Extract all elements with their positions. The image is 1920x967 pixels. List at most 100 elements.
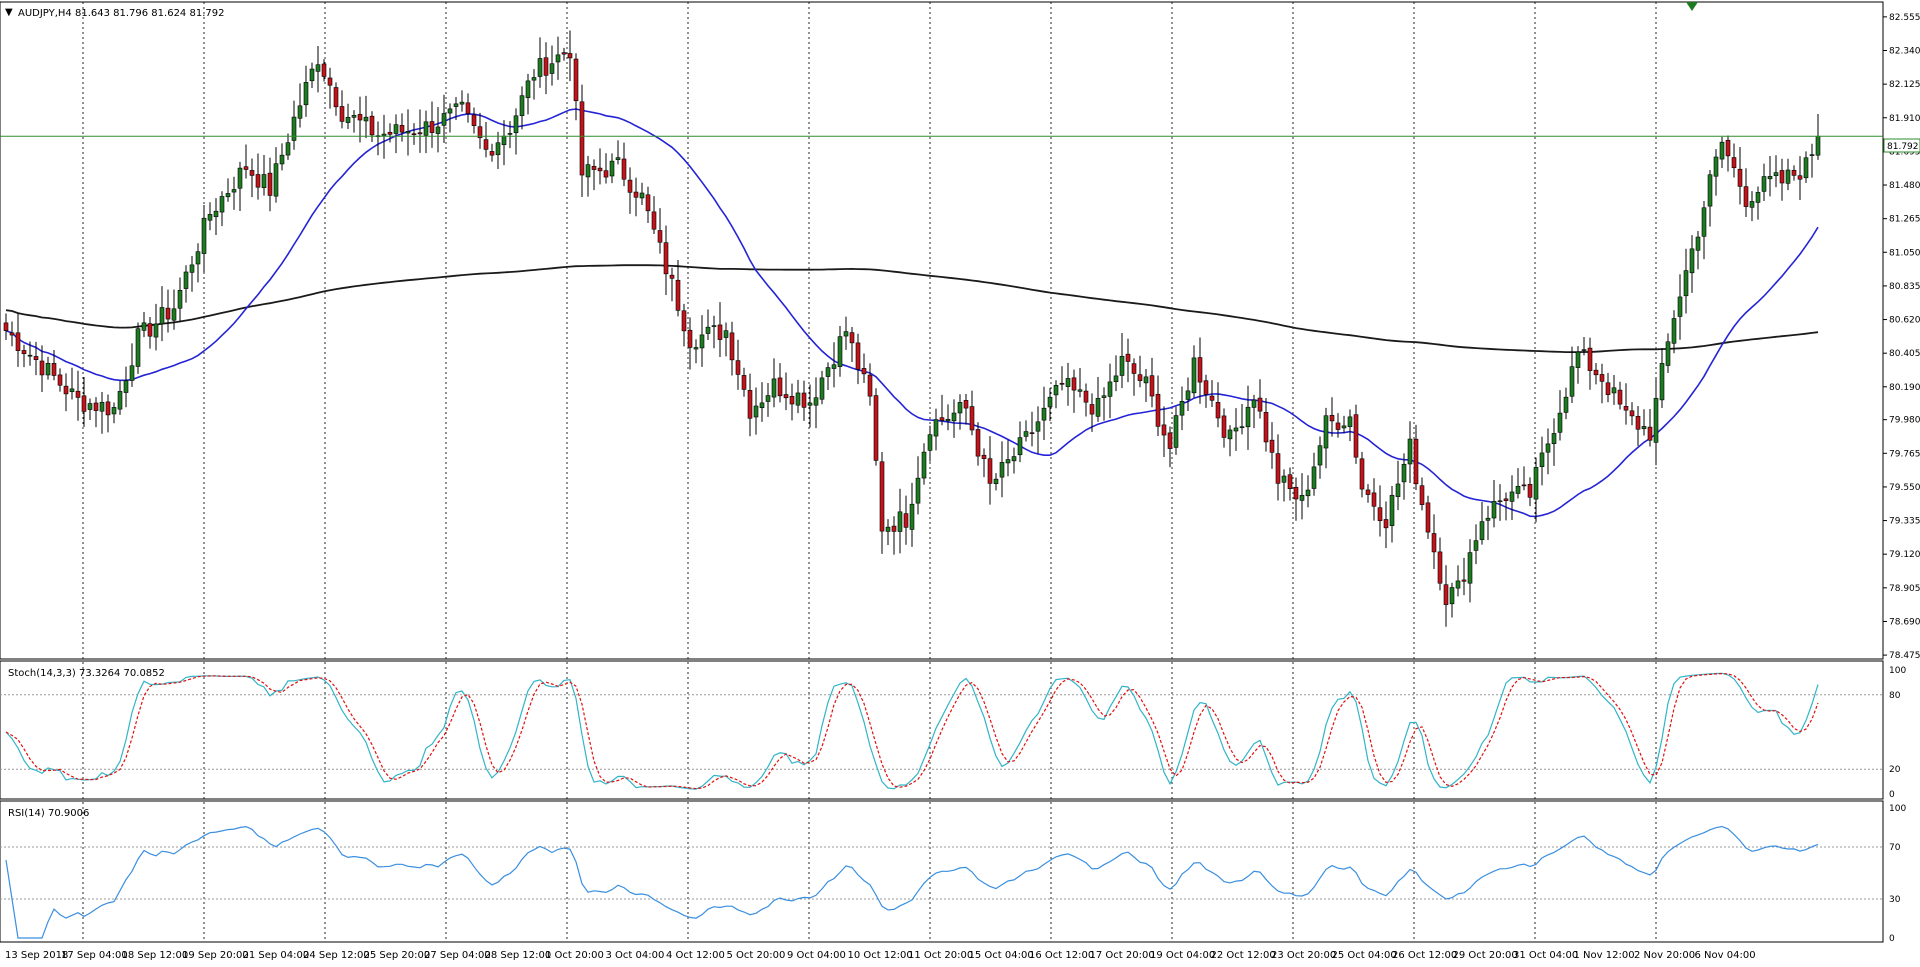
candle-body [1395, 483, 1401, 497]
candle-body [1707, 174, 1713, 207]
candle-body [1311, 466, 1317, 489]
time-tick-label: 25 Oct 04:00 [1332, 950, 1397, 961]
main-panel[interactable] [0, 1, 1884, 660]
candle-body [1575, 351, 1581, 368]
stoch-level-label: 20 [1889, 765, 1901, 775]
price-tick-label: 81.265 [1889, 215, 1920, 225]
candle-body [1149, 375, 1155, 397]
candle-body [1029, 432, 1035, 434]
candle-body [951, 412, 957, 422]
time-tick-label: 28 Sep 12:00 [485, 950, 552, 961]
candle-body [1227, 429, 1233, 440]
price-axis: 82.55582.34082.12581.91081.69581.48081.2… [1883, 13, 1920, 661]
price-tick-label: 81.050 [1889, 248, 1920, 258]
price-tick-label: 81.910 [1889, 114, 1920, 124]
candle-body [1767, 176, 1773, 180]
candle-body [69, 388, 75, 393]
candle-body [1695, 236, 1701, 251]
candle-body [1617, 389, 1623, 405]
candle-body [1743, 186, 1749, 207]
slow-ma-line [5, 264, 1819, 353]
candle-body [1677, 296, 1683, 317]
candle-body [477, 126, 483, 139]
rsi-header: RSI(14) 70.9006 [8, 808, 89, 819]
time-tick-label: 23 Oct 20:00 [1271, 950, 1336, 961]
candle-body [1197, 357, 1203, 383]
candle-body [975, 429, 981, 457]
candle-body [879, 461, 885, 532]
candle-body [849, 332, 855, 344]
candle-body [141, 322, 147, 331]
candle-body [1143, 376, 1149, 384]
price-tick-label: 82.125 [1889, 80, 1920, 90]
candle-body [1749, 201, 1755, 208]
candle-body [837, 336, 843, 367]
candle-body [1353, 414, 1359, 458]
candle-body [171, 308, 177, 321]
candle-body [57, 374, 63, 386]
candle-body [1815, 135, 1821, 156]
candle-body [1515, 485, 1521, 494]
candle-body [297, 105, 303, 119]
candle-body [1065, 378, 1071, 387]
candle-body [159, 307, 165, 325]
candle-body [1713, 156, 1719, 177]
time-tick-label: 17 Sep 04:00 [61, 950, 128, 961]
stochastic-lines [5, 672, 1819, 790]
candle-body [195, 251, 201, 265]
candle-body [1593, 369, 1599, 376]
stoch-main-line [5, 672, 1819, 790]
candle-body [1083, 390, 1089, 403]
candle-body [1605, 382, 1611, 395]
candle-body [1761, 176, 1767, 192]
fast-moving-average [5, 108, 1819, 518]
candle-body [1467, 552, 1473, 584]
candle-body [1281, 475, 1287, 483]
candle-body [627, 179, 633, 193]
candle-body [1401, 463, 1407, 483]
rsi-levels: 100 70 30 0 [0, 804, 1906, 944]
signal-marker-icon [1686, 2, 1698, 11]
candle-body [135, 328, 141, 367]
candle-body [789, 395, 795, 405]
candle-body [333, 87, 339, 108]
candle-body [927, 434, 933, 451]
candle-body [435, 126, 441, 134]
candle-body [99, 402, 105, 412]
candle-body [723, 330, 729, 338]
candle-body [501, 135, 507, 146]
candle-body [1611, 387, 1617, 394]
candle-body [453, 103, 459, 107]
candle-body [1545, 443, 1551, 453]
candle-body [45, 362, 51, 376]
price-tick-label: 79.550 [1889, 483, 1920, 493]
candle-body [1731, 157, 1737, 169]
candle-body [1551, 433, 1557, 444]
candle-body [1107, 381, 1113, 397]
candle-body [507, 133, 513, 135]
candle-body [1053, 384, 1059, 396]
candle-body [1299, 495, 1305, 501]
candle-body [183, 271, 189, 289]
candle-body [1371, 492, 1377, 507]
candle-body [309, 68, 315, 82]
price-tick-label: 80.405 [1889, 349, 1920, 359]
time-tick-label: 22 Oct 12:00 [1211, 950, 1276, 961]
candle-body [1215, 402, 1221, 419]
candle-body [711, 325, 717, 327]
price-tick-label: 79.335 [1889, 517, 1920, 527]
price-tick-label: 78.905 [1889, 584, 1920, 594]
candle-body [1473, 540, 1479, 551]
stoch-level-label: 100 [1889, 666, 1906, 676]
candle-body [1635, 415, 1641, 430]
candle-body [993, 478, 999, 485]
candle-body [471, 114, 477, 126]
candle-body [87, 403, 93, 410]
collapse-arrow-icon[interactable]: ▼ [5, 7, 13, 18]
candle-body [1125, 353, 1131, 362]
candle-body [1383, 519, 1389, 529]
candle-body [843, 331, 849, 337]
candle-body [243, 166, 249, 170]
candle-body [741, 375, 747, 390]
